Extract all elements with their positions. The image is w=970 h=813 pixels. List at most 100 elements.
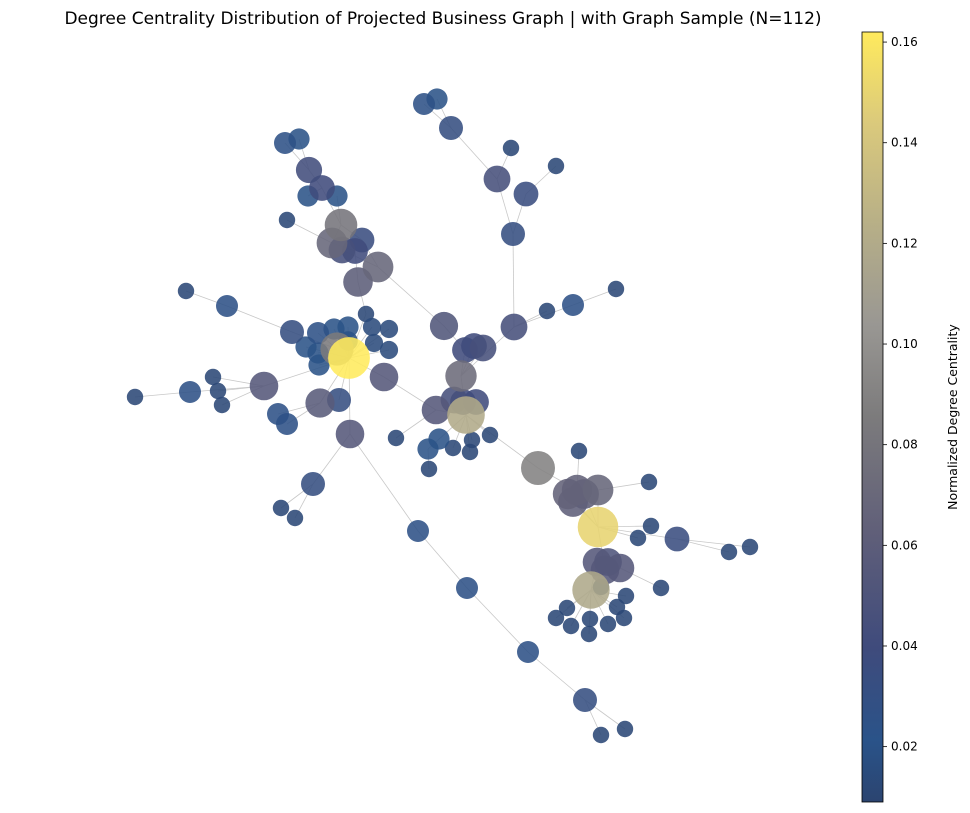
node-93 xyxy=(664,526,690,552)
node-109 xyxy=(580,625,598,643)
node-4 xyxy=(547,157,565,175)
node-43 xyxy=(209,382,227,400)
colorbar-tick-label-4: 0.10 xyxy=(891,337,918,351)
node-45 xyxy=(249,371,279,401)
node-20 xyxy=(362,251,394,283)
node-25 xyxy=(362,317,382,337)
node-76 xyxy=(407,520,429,542)
node-59 xyxy=(500,313,528,341)
edge-56 xyxy=(527,651,586,701)
node-104 xyxy=(547,609,565,627)
node-41 xyxy=(179,381,201,403)
node-87 xyxy=(582,474,614,506)
node-30 xyxy=(337,316,359,338)
node-80 xyxy=(592,726,610,744)
node-42 xyxy=(204,368,222,386)
colorbar-tick-label-6: 0.14 xyxy=(891,136,918,150)
node-32 xyxy=(364,333,384,353)
chart-title: Degree Centrality Distribution of Projec… xyxy=(64,9,821,29)
node-99 xyxy=(605,553,635,583)
node-22 xyxy=(177,282,195,300)
node-71 xyxy=(428,428,450,450)
node-74 xyxy=(461,443,479,461)
node-48 xyxy=(305,388,335,418)
node-0 xyxy=(413,93,435,115)
node-102 xyxy=(617,587,635,605)
node-24 xyxy=(357,305,375,323)
node-23 xyxy=(216,295,238,317)
node-81 xyxy=(616,720,634,738)
node-50 xyxy=(335,419,365,449)
colorbar-tick-label-1: 0.04 xyxy=(891,639,918,653)
node-105 xyxy=(562,617,580,635)
node-95 xyxy=(741,538,759,556)
node-52 xyxy=(272,499,290,517)
node-33 xyxy=(379,340,399,360)
node-83 xyxy=(570,442,588,460)
edge-54 xyxy=(417,530,468,589)
node-77 xyxy=(456,577,478,599)
colorbar-gradient xyxy=(861,31,884,803)
colorbar: 0.02 0.04 0.06 0.08 0.10 0.12 0.14 0.16 Normali… xyxy=(861,31,960,803)
node-58 xyxy=(469,334,497,362)
colorbar-tick-label-0: 0.02 xyxy=(891,740,918,754)
node-layer xyxy=(126,88,759,744)
node-7 xyxy=(501,222,525,246)
node-40 xyxy=(126,388,144,406)
colorbar-tick-label-5: 0.12 xyxy=(891,236,918,250)
node-51 xyxy=(301,472,325,496)
node-92 xyxy=(642,517,660,535)
node-27 xyxy=(280,320,304,344)
node-63 xyxy=(445,360,477,392)
node-14 xyxy=(278,211,296,229)
node-69 xyxy=(481,426,499,444)
edge-7 xyxy=(512,233,515,328)
node-15 xyxy=(324,208,358,242)
node-55 xyxy=(429,311,459,341)
node-28 xyxy=(307,322,329,344)
node-2 xyxy=(439,116,463,140)
node-94 xyxy=(720,543,738,561)
node-101 xyxy=(652,579,670,597)
node-53 xyxy=(286,509,304,527)
node-8 xyxy=(274,132,296,154)
node-38 xyxy=(328,337,370,379)
node-79 xyxy=(573,688,597,712)
node-106 xyxy=(581,610,599,628)
node-90 xyxy=(577,506,619,548)
colorbar-tick-label-3: 0.08 xyxy=(891,438,918,452)
node-72 xyxy=(444,439,462,457)
colorbar-tick-label-7: 0.16 xyxy=(891,35,918,49)
node-67 xyxy=(421,395,451,425)
node-60 xyxy=(538,302,556,320)
node-10 xyxy=(295,156,323,184)
node-5 xyxy=(483,165,511,193)
node-11 xyxy=(309,175,335,201)
node-62 xyxy=(607,280,625,298)
node-103 xyxy=(558,599,576,617)
node-6 xyxy=(513,181,539,207)
node-61 xyxy=(562,294,584,316)
node-82 xyxy=(521,451,555,485)
node-26 xyxy=(379,319,399,339)
node-107 xyxy=(599,615,617,633)
edge-53 xyxy=(349,433,419,532)
node-89 xyxy=(640,473,658,491)
colorbar-tick-label-2: 0.06 xyxy=(891,538,918,552)
node-91 xyxy=(629,529,647,547)
node-47 xyxy=(276,413,298,435)
node-100 xyxy=(572,571,610,609)
colorbar-ticks: 0.02 0.04 0.06 0.08 0.10 0.12 0.14 0.16 xyxy=(883,35,918,754)
node-39 xyxy=(369,362,399,392)
node-110 xyxy=(608,598,626,616)
node-78 xyxy=(517,641,539,663)
node-44 xyxy=(213,396,231,414)
edge-55 xyxy=(466,587,529,653)
node-36 xyxy=(308,354,330,376)
colorbar-label: Normalized Degree Centrality xyxy=(945,324,960,510)
node-85 xyxy=(561,474,593,506)
node-54 xyxy=(387,429,405,447)
node-75 xyxy=(420,460,438,478)
node-68 xyxy=(447,396,485,434)
